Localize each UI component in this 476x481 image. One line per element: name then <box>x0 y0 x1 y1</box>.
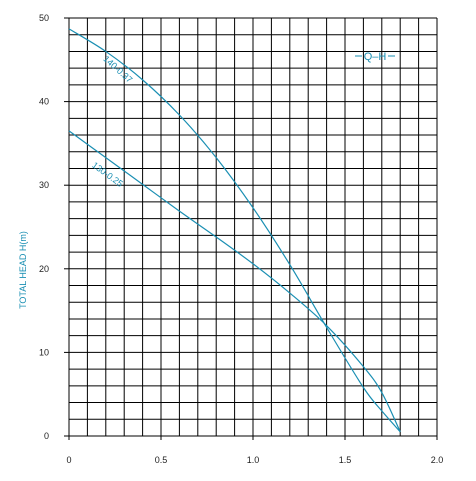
grid <box>68 17 438 437</box>
y-tick-label: 30 <box>39 180 49 190</box>
legend: Q–H <box>355 51 395 63</box>
x-tick-label: 2.0 <box>431 455 444 465</box>
x-tick-label: 0 <box>66 455 71 465</box>
x-tick-label: 0.5 <box>155 455 168 465</box>
ticks: 0 0.5 1.0 1.5 2.0 0 10 20 30 40 50 <box>39 13 443 465</box>
x-tick-label: 1.5 <box>339 455 352 465</box>
series-line-2 <box>68 130 401 433</box>
series-line-1 <box>68 28 401 433</box>
series-label-2: 130-0.25 <box>90 160 125 189</box>
y-tick-label: 40 <box>39 97 49 107</box>
y-tick-label: 50 <box>39 13 49 23</box>
y-tick-label: 10 <box>39 347 49 357</box>
curves <box>68 28 401 433</box>
y-tick-label: 20 <box>39 264 49 274</box>
y-tick-label: 0 <box>44 431 49 441</box>
x-tick-label: 1.0 <box>247 455 260 465</box>
y-axis-label: TOTAL HEAD H(m) <box>18 231 28 309</box>
legend-text: Q–H <box>364 51 387 63</box>
